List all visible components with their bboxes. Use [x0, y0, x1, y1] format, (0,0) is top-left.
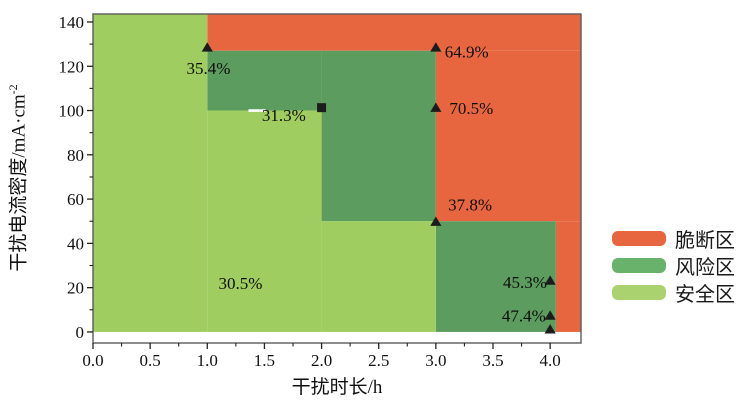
- y-tick-label: 20: [67, 279, 84, 298]
- legend-swatch-risk: [612, 258, 666, 273]
- legend-label-brittle: 脆断区: [675, 230, 735, 252]
- x-axis-title: 干扰时长/h: [291, 377, 383, 398]
- x-tick-label: 0.5: [140, 351, 161, 370]
- point-label: 37.8%: [448, 196, 492, 215]
- x-tick-label: 4.0: [540, 351, 561, 370]
- data-marker-triangle: [544, 275, 556, 285]
- y-axis-title: 干扰电流密度/mA·cm-2: [4, 84, 31, 271]
- region-safe: [93, 14, 208, 332]
- region-risk: [207, 50, 322, 111]
- point-label: 35.4%: [186, 59, 230, 78]
- data-marker-triangle: [430, 42, 442, 52]
- y-tick-label: 0: [76, 323, 85, 342]
- legend-item-risk: 风险区: [612, 252, 735, 279]
- y-tick-label: 100: [59, 102, 85, 121]
- point-label: 47.4%: [502, 307, 546, 326]
- y-axis-title-superscript: -2: [6, 84, 21, 95]
- region-brittle: [435, 50, 581, 222]
- y-tick-label: 140: [59, 13, 85, 32]
- region-safe: [321, 221, 436, 332]
- point-label: 64.9%: [445, 43, 489, 62]
- data-marker-triangle: [430, 102, 442, 112]
- point-label: 45.3%: [503, 273, 547, 292]
- legend-label-risk: 风险区: [675, 257, 735, 279]
- x-tick-label: 3.5: [482, 351, 503, 370]
- region-safe: [207, 110, 322, 332]
- data-marker-triangle: [430, 216, 442, 226]
- region-brittle: [555, 221, 581, 332]
- y-axis-title-text: 干扰电流密度/mA·cm: [8, 94, 30, 272]
- legend-item-safe: 安全区: [612, 279, 735, 306]
- legend-item-brittle: 脆断区: [612, 225, 735, 252]
- region-risk: [321, 50, 436, 222]
- y-tick-label: 40: [67, 234, 84, 253]
- y-tick-label: 120: [59, 57, 85, 76]
- x-tick-label: 0.0: [82, 351, 103, 370]
- x-tick-label: 1.0: [197, 351, 218, 370]
- data-marker-triangle: [201, 42, 213, 52]
- region-risk: [435, 221, 556, 332]
- x-tick-label: 1.5: [254, 351, 275, 370]
- data-marker-triangle: [544, 310, 556, 320]
- legend-swatch-safe: [612, 285, 666, 300]
- point-label: 70.5%: [449, 99, 493, 118]
- x-tick-label: 3.0: [425, 351, 446, 370]
- data-marker-square: [317, 103, 327, 113]
- data-marker-triangle: [544, 324, 556, 334]
- y-tick-label: 80: [67, 146, 84, 165]
- x-tick-label: 2.5: [368, 351, 389, 370]
- legend-swatch-brittle: [612, 231, 666, 246]
- legend: 脆断区 风险区 安全区: [612, 225, 735, 306]
- plot-frame: [92, 13, 582, 344]
- y-tick-label: 60: [67, 190, 84, 209]
- legend-label-safe: 安全区: [675, 284, 735, 306]
- point-label: 31.3%: [262, 106, 306, 125]
- x-tick-label: 2.0: [311, 351, 332, 370]
- region-brittle: [207, 14, 582, 51]
- point-label: 30.5%: [218, 274, 262, 293]
